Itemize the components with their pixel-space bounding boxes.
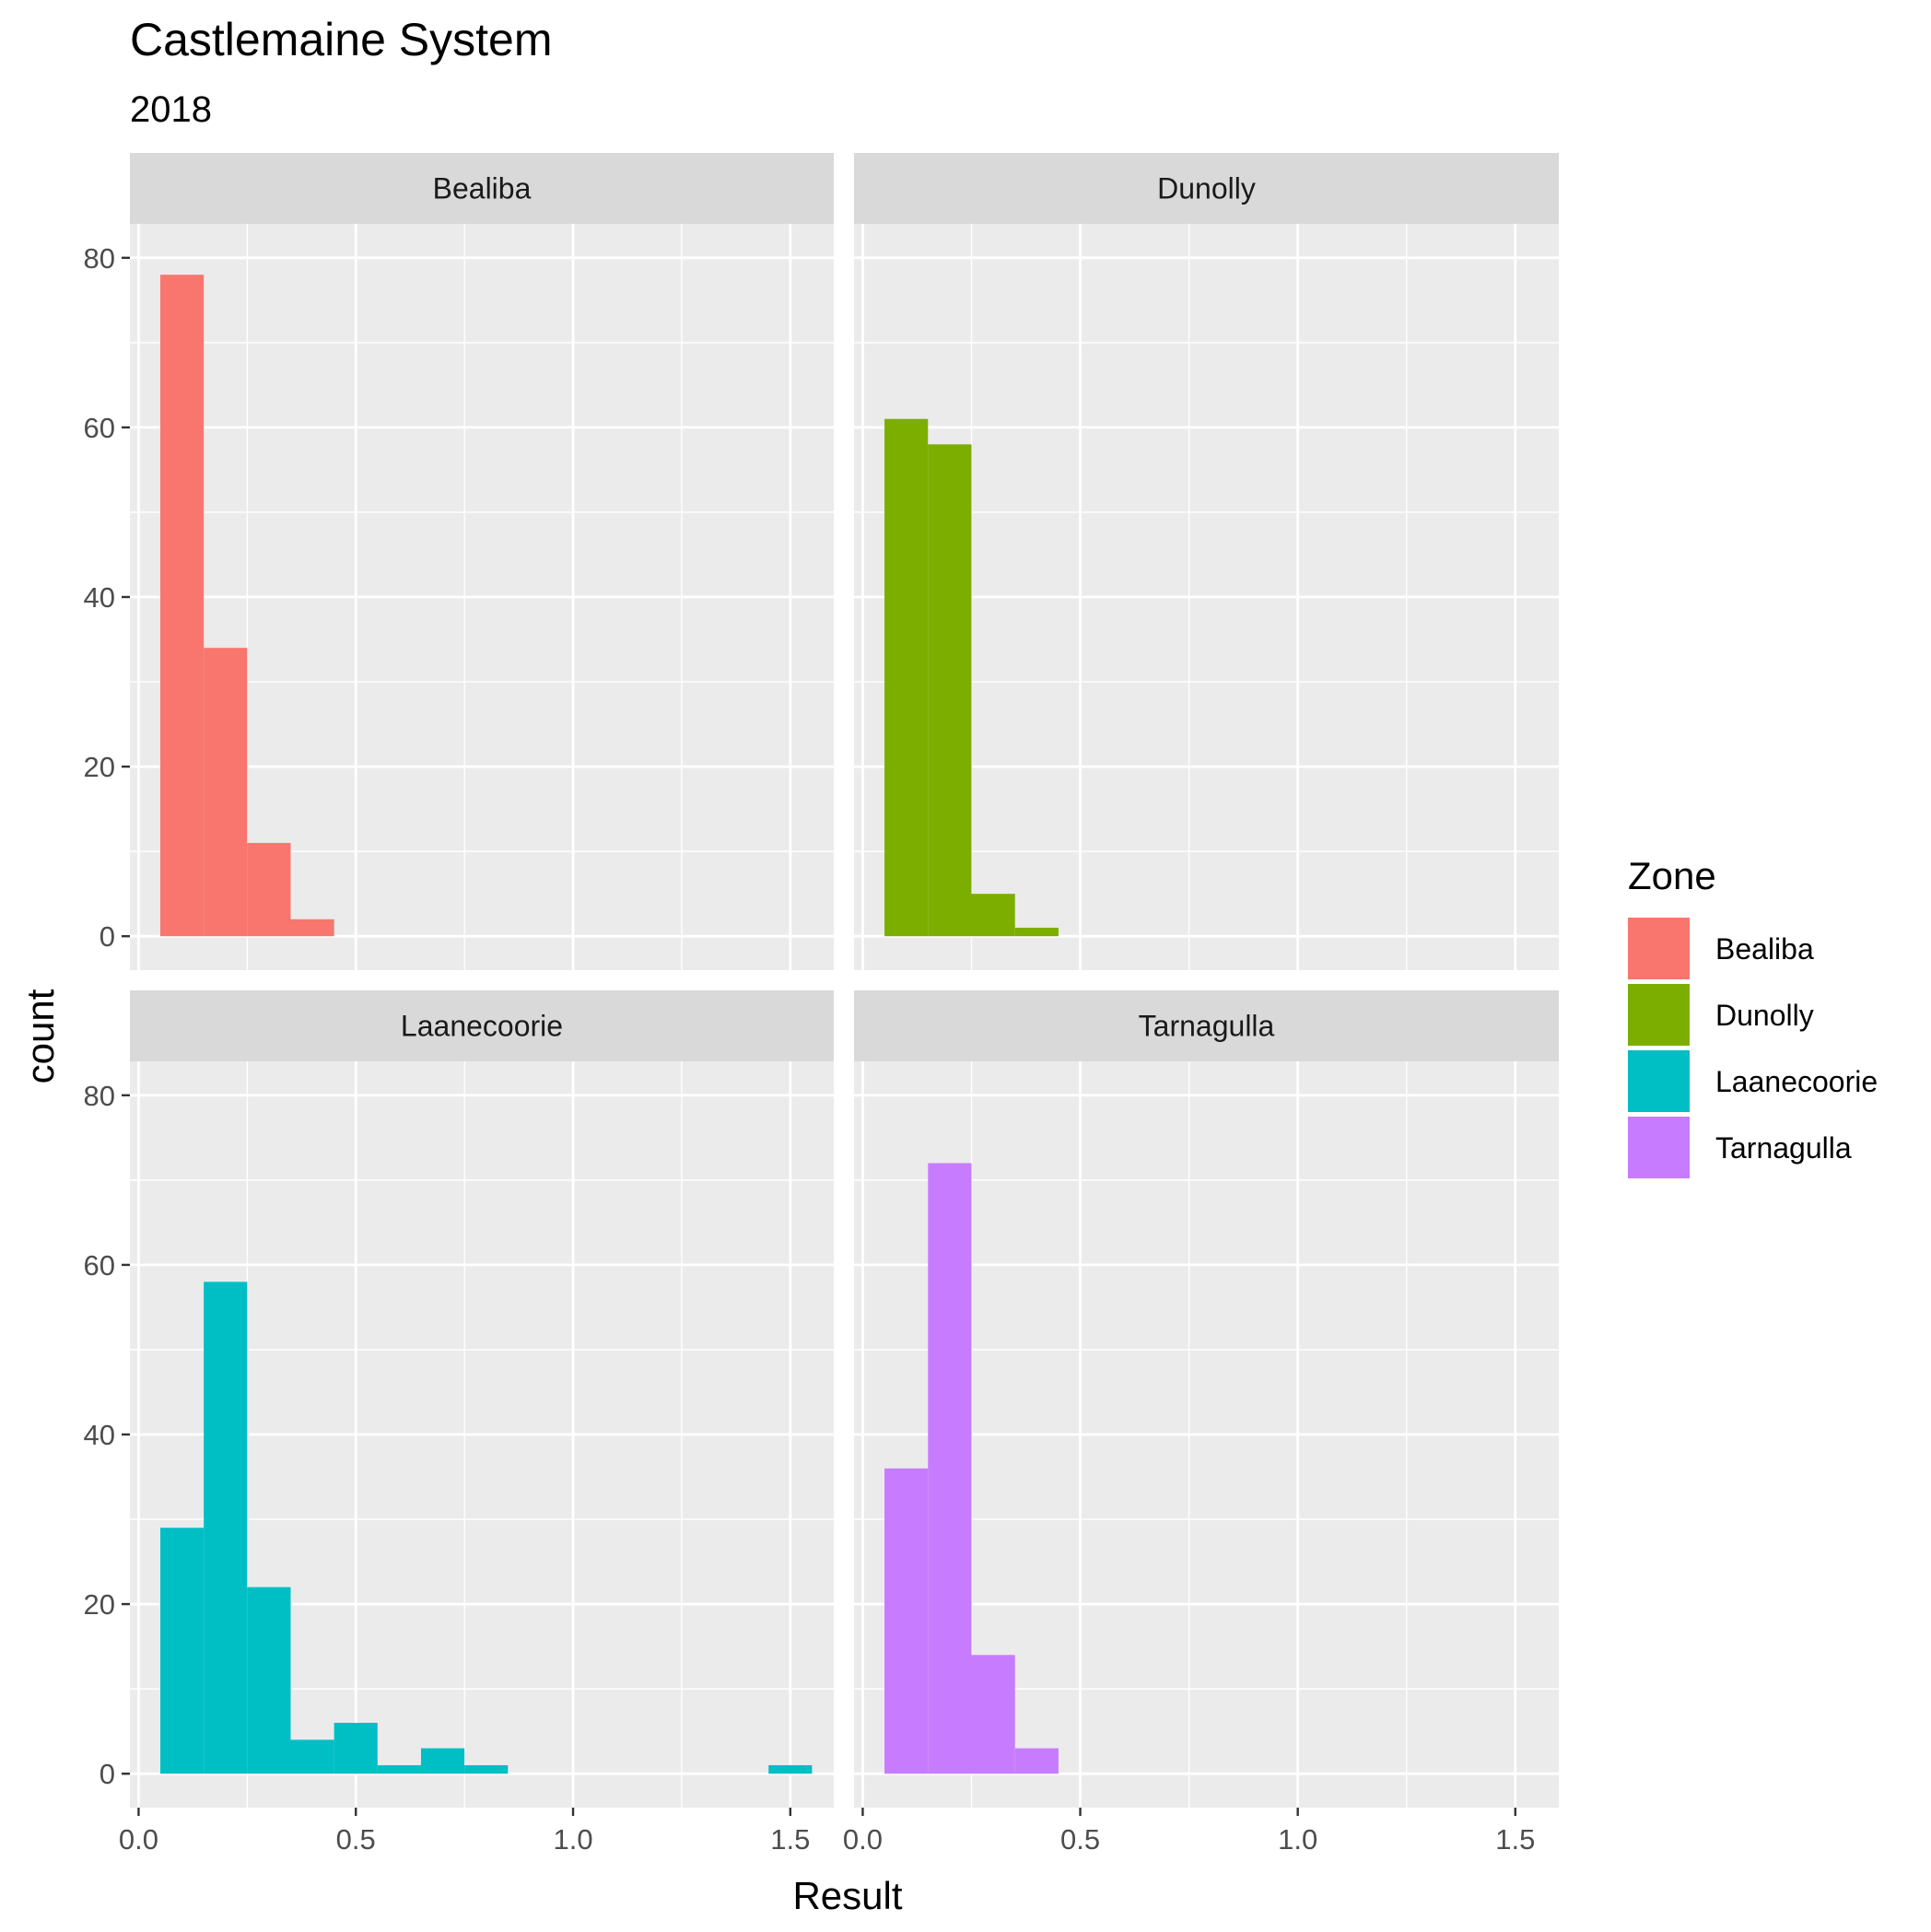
legend-item-dunolly: Dunolly (1628, 984, 1814, 1046)
histogram-bar (768, 1764, 813, 1774)
x-tick-label: 1.5 (770, 1823, 810, 1856)
histogram-bar (971, 894, 1015, 937)
y-tick-label: 80 (84, 242, 115, 275)
x-tick-label: 0.0 (843, 1823, 883, 1856)
y-tick-label: 40 (84, 581, 115, 614)
panel-dunolly: Dunolly (854, 153, 1559, 970)
legend-title: Zone (1628, 854, 1716, 897)
histogram-bar (377, 1764, 421, 1774)
histogram-bar (247, 1587, 291, 1774)
facet-panels: Bealiba 0 20 40 60 80 Dunolly Laanecoorie 0 20 40 6… (84, 153, 1559, 1856)
panel-strip-label: Dunolly (1157, 172, 1256, 205)
histogram-bar (884, 418, 929, 937)
chart-subtitle: 2018 (130, 89, 212, 130)
histogram-bar (1014, 1748, 1059, 1774)
legend-item-tarnagulla: Tarnagulla (1628, 1117, 1852, 1178)
panel-strip-label: Bealiba (433, 172, 532, 205)
histogram-bar (1014, 927, 1059, 937)
y-tick-label: 0 (99, 920, 115, 953)
panel-strip (130, 990, 834, 1061)
histogram-bar (420, 1748, 465, 1774)
histogram-bar (160, 1528, 205, 1774)
panel-strip (130, 153, 834, 224)
legend-swatch (1628, 1050, 1690, 1112)
x-axis-label: Result (792, 1874, 902, 1917)
legend-swatch (1628, 918, 1690, 979)
legend-items: Bealiba Dunolly Laanecoorie Tarnagulla (1628, 918, 1878, 1178)
histogram-bar (334, 1722, 378, 1774)
x-tick-label: 0.5 (336, 1823, 376, 1856)
y-tick-label: 80 (84, 1080, 115, 1112)
panel-strip-label: Tarnagulla (1139, 1010, 1275, 1043)
histogram-bar (971, 1655, 1015, 1774)
legend-item-bealiba: Bealiba (1628, 918, 1814, 979)
y-tick-label: 20 (84, 751, 115, 783)
histogram-bar (928, 1163, 972, 1774)
x-tick-label: 0.0 (119, 1823, 158, 1856)
histogram-bar (204, 1282, 248, 1774)
histogram-bar (884, 1468, 929, 1774)
panel-laanecoorie: Laanecoorie 0 20 40 60 80 0.0 0.5 1.0 1.5 (84, 990, 834, 1856)
legend-label: Laanecoorie (1715, 1065, 1878, 1098)
legend-label: Dunolly (1715, 999, 1814, 1032)
x-tick-label: 0.5 (1060, 1823, 1100, 1856)
panel-bealiba: Bealiba 0 20 40 60 80 (84, 153, 834, 970)
x-tick-label: 1.5 (1495, 1823, 1535, 1856)
histogram-bar (290, 1739, 334, 1774)
panel-strip (854, 153, 1559, 224)
x-tick-label: 1.0 (1278, 1823, 1317, 1856)
legend-swatch (1628, 1117, 1690, 1178)
legend-item-laanecoorie: Laanecoorie (1628, 1050, 1878, 1112)
panel-tarnagulla: Tarnagulla 0.0 0.5 1.0 1.5 (843, 990, 1559, 1856)
histogram-bar (160, 275, 205, 937)
y-tick-label: 40 (84, 1419, 115, 1451)
legend-label: Bealiba (1715, 932, 1814, 966)
y-tick-label: 0 (99, 1758, 115, 1790)
y-axis-label: count (18, 989, 62, 1083)
histogram-bar (928, 444, 972, 937)
chart-title: Castlemaine System (130, 14, 553, 65)
histogram-bar (204, 648, 248, 937)
histogram-bar (464, 1764, 509, 1774)
y-tick-label: 60 (84, 1249, 115, 1282)
panel-strip (854, 990, 1559, 1061)
y-tick-label: 60 (84, 412, 115, 444)
x-tick-label: 1.0 (553, 1823, 592, 1856)
histogram-bar (290, 919, 334, 937)
legend-label: Tarnagulla (1715, 1131, 1852, 1165)
panel-strip-label: Laanecoorie (401, 1010, 563, 1043)
legend: Zone Bealiba Dunolly Laanecoorie Tarnagulla (1628, 854, 1878, 1178)
legend-swatch (1628, 984, 1690, 1046)
histogram-bar (247, 842, 291, 937)
y-tick-label: 20 (84, 1588, 115, 1621)
